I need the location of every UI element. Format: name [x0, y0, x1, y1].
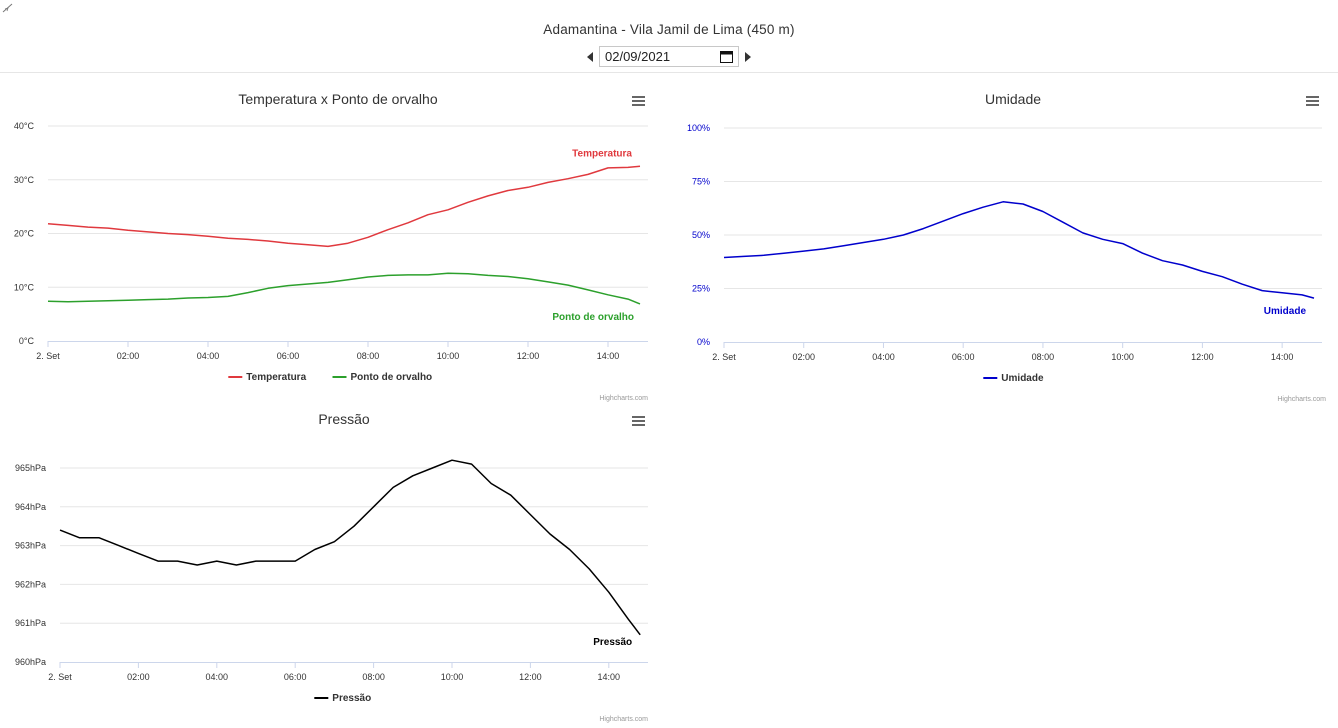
legend-item[interactable]: Ponto de orvalho [332, 372, 433, 383]
y-tick-label: 20°C [14, 229, 35, 239]
x-tick-label: 08:00 [357, 351, 380, 361]
next-day-button[interactable] [743, 47, 753, 67]
x-tick-label: 04:00 [206, 672, 229, 682]
series-end-label: Umidade [1264, 306, 1307, 317]
x-tick-label: 12:00 [1191, 352, 1214, 362]
legend-label: Umidade [1001, 373, 1044, 384]
y-tick-label: 25% [692, 284, 710, 294]
y-tick-label: 100% [687, 123, 710, 133]
y-tick-label: 960hPa [15, 657, 46, 667]
x-tick-label: 08:00 [1032, 352, 1055, 362]
legend-item[interactable]: Umidade [983, 373, 1044, 384]
y-tick-label: 0°C [19, 336, 35, 346]
series-end-label: Ponto de orvalho [552, 312, 634, 323]
series-line [723, 201, 1315, 299]
x-tick-label: 02:00 [117, 351, 140, 361]
pressure-chart: Pressão 960hPa 961hPa 962hPa 963hPa 964hPa 965… [0, 398, 660, 728]
x-tick-label: 10:00 [1111, 352, 1134, 362]
y-tick-label: 0% [697, 337, 710, 347]
header-divider [0, 72, 1338, 73]
x-tick-label: 04:00 [872, 352, 895, 362]
y-tick-label: 964hPa [15, 502, 46, 512]
chart-menu-icon[interactable] [632, 416, 645, 426]
chart-menu-icon[interactable] [1306, 96, 1319, 106]
chart-menu-icon[interactable] [632, 96, 645, 106]
prev-day-button[interactable] [585, 47, 595, 67]
date-navigation: 02/09/2021 [0, 46, 1338, 67]
chart-credits[interactable]: Highcharts.com [1277, 396, 1326, 403]
x-tick-label: 10:00 [441, 672, 464, 682]
x-tick-label: 10:00 [437, 351, 460, 361]
legend-label: Pressão [332, 693, 371, 704]
legend-label: Temperatura [246, 372, 306, 383]
x-tick-label: 12:00 [517, 351, 540, 361]
series-line [59, 459, 641, 636]
date-value: 02/09/2021 [605, 49, 671, 64]
x-tick-label: 02:00 [127, 672, 150, 682]
x-tick-label: 2. Set [48, 672, 72, 682]
series-line [47, 165, 641, 248]
y-tick-label: 40°C [14, 121, 35, 131]
caret-right-icon [745, 51, 751, 62]
chart-title: Pressão [318, 411, 370, 427]
series-line [47, 272, 641, 305]
x-tick-label: 12:00 [519, 672, 542, 682]
x-tick-label: 02:00 [792, 352, 815, 362]
x-tick-label: 08:00 [362, 672, 385, 682]
legend-item[interactable]: Pressão [314, 693, 371, 704]
temperature-dewpoint-chart: Temperatura x Ponto de orvalho 0°C 10°C 20°… [0, 78, 660, 408]
y-tick-label: 961hPa [15, 618, 46, 628]
series-end-label: Temperatura [572, 148, 632, 159]
broken-image-icon [2, 3, 13, 13]
humidity-chart: Umidade 0% 25% 50% 75% 100% 2. Set 02:00 04:00 06… [672, 78, 1338, 408]
series-end-label: Pressão [593, 637, 632, 648]
chart-svg: Pressão 960hPa 961hPa 962hPa 963hPa 964hPa 965… [15, 411, 648, 723]
y-tick-label: 965hPa [15, 463, 46, 473]
x-tick-label: 14:00 [598, 672, 621, 682]
y-tick-label: 75% [692, 177, 710, 187]
x-tick-label: 2. Set [712, 352, 736, 362]
chart-credits[interactable]: Highcharts.com [599, 716, 648, 723]
y-tick-label: 10°C [14, 282, 35, 292]
calendar-icon[interactable] [720, 50, 733, 63]
x-tick-label: 06:00 [284, 672, 307, 682]
y-tick-label: 30°C [14, 175, 35, 185]
x-tick-label: 04:00 [197, 351, 220, 361]
chart-svg: Temperatura x Ponto de orvalho 0°C 10°C 20°… [14, 91, 648, 402]
y-tick-label: 962hPa [15, 579, 46, 589]
x-tick-label: 2. Set [36, 351, 60, 361]
x-tick-label: 14:00 [1271, 352, 1294, 362]
chart-title: Umidade [985, 91, 1041, 107]
x-tick-label: 14:00 [597, 351, 620, 361]
date-input[interactable]: 02/09/2021 [599, 46, 739, 67]
y-tick-label: 963hPa [15, 541, 46, 551]
chart-credits[interactable]: Highcharts.com [599, 395, 648, 402]
x-tick-label: 06:00 [277, 351, 300, 361]
caret-left-icon [587, 51, 593, 62]
chart-title: Temperatura x Ponto de orvalho [238, 91, 437, 107]
chart-svg: Umidade 0% 25% 50% 75% 100% 2. Set 02:00 04:00 06… [687, 91, 1326, 403]
legend-item[interactable]: Temperatura [228, 372, 307, 383]
y-tick-label: 50% [692, 230, 710, 240]
x-tick-label: 06:00 [952, 352, 975, 362]
page-title: Adamantina - Vila Jamil de Lima (450 m) [543, 22, 795, 37]
legend-label: Ponto de orvalho [351, 372, 433, 383]
